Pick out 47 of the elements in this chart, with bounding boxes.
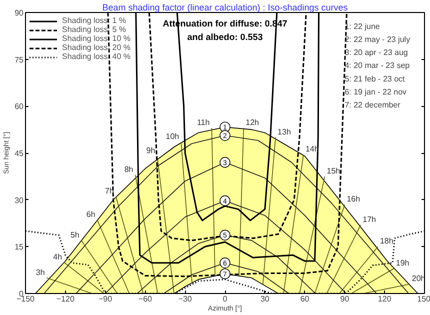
annotation: 5: 21 feb - 23 oct xyxy=(344,74,406,84)
x-tick-label: −150 xyxy=(16,294,36,304)
annotation: 6: 19 jan - 22 nov xyxy=(344,87,407,96)
annotation: 9h xyxy=(146,146,156,156)
legend-label: Shading loss: 20 % xyxy=(62,43,130,52)
legend-label: Shading loss: 1 % xyxy=(62,16,126,25)
annotation: 13h xyxy=(278,127,291,136)
annotation: 6h xyxy=(86,210,96,220)
x-tick-label: 30 xyxy=(260,294,270,304)
x-tick-label: −30 xyxy=(178,294,192,304)
x-tick-label: 0 xyxy=(222,294,228,304)
x-tick-label: −60 xyxy=(138,294,153,304)
annotation: 4: 20 mar - 23 sep xyxy=(344,61,410,70)
annotation: 4h xyxy=(53,252,62,262)
x-tick-label: 90 xyxy=(340,294,350,304)
x-tick-label: −120 xyxy=(56,294,75,304)
x-tick-label: −90 xyxy=(98,294,113,304)
legend-label: Shading loss: 5 % xyxy=(62,25,126,34)
annotation: 18h xyxy=(380,236,394,246)
annotation: 15h xyxy=(326,166,340,176)
annotation: 7h xyxy=(105,186,114,196)
y-tick-label: 60 xyxy=(14,102,24,112)
annotation: 17h xyxy=(362,214,376,224)
x-tick-label: 150 xyxy=(417,294,430,304)
annotation: 11h xyxy=(196,118,210,128)
annotation: 2: 22 may - 23 july xyxy=(344,34,410,44)
y-tick-label: 15 xyxy=(14,242,24,252)
annotation: 3h xyxy=(36,268,45,277)
annotation: 3: 20 apr - 23 aug xyxy=(344,48,408,58)
annotation: and albedo: 0.553 xyxy=(187,32,263,42)
x-tick-label: 60 xyxy=(300,294,310,304)
y-tick-label: 30 xyxy=(14,196,24,205)
annotation: 12h xyxy=(246,118,259,128)
annotation: 16h xyxy=(346,194,360,204)
y-tick-label: 45 xyxy=(14,149,24,158)
y-tick-label: 75 xyxy=(14,55,24,64)
legend-label: Shading loss: 10 % xyxy=(62,34,130,43)
annotation: 8h xyxy=(124,164,134,174)
annotation: 1: 22 june xyxy=(344,22,380,31)
x-tick-label: 120 xyxy=(378,294,392,304)
annotation: 5h xyxy=(70,230,80,240)
annotation: 7: 22 december xyxy=(344,100,401,110)
annotation: 10h xyxy=(166,132,180,142)
y-tick-label: 90 xyxy=(14,8,24,18)
legend-label: Shading loss: 40 % xyxy=(62,52,130,61)
annotation: 19h xyxy=(396,258,410,268)
chart-title: Beam shading factor (linear calculation) : Iso-shadings curves xyxy=(102,2,348,12)
